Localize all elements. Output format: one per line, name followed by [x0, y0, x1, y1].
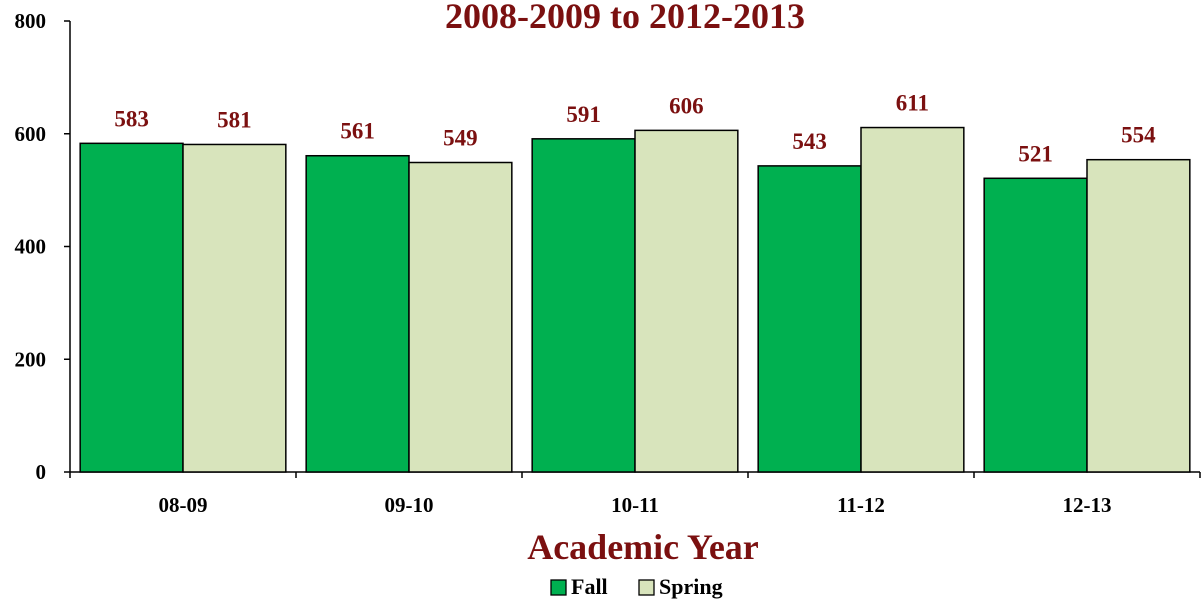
y-tick-label: 400 [15, 235, 47, 259]
legend-swatch-spring [638, 579, 655, 596]
chart-title: 2008-2009 to 2012-2013 [445, 0, 805, 36]
data-label: 581 [217, 107, 252, 132]
legend: Fall Spring [550, 574, 723, 599]
legend-label: Fall [571, 574, 608, 599]
y-tick-label: 800 [15, 9, 47, 33]
x-axis-title: Academic Year [527, 527, 759, 567]
data-label: 554 [1121, 123, 1156, 148]
data-label: 611 [896, 91, 929, 116]
x-tick-label: 12-13 [1063, 493, 1112, 517]
bar-spring-12-13 [1086, 158, 1191, 473]
bar-spring-08-09 [182, 143, 287, 473]
bar-spring-09-10 [408, 161, 513, 473]
x-tick-label: 09-10 [385, 493, 434, 517]
bar-fall-08-09 [79, 142, 184, 473]
bar-fall-10-11 [531, 138, 636, 473]
data-label: 549 [443, 126, 478, 151]
y-axis: 0 200 400 600 800 [15, 9, 71, 484]
data-label: 521 [1018, 141, 1053, 166]
data-labels: 583 581 561 549 591 606 543 611 521 554 [114, 91, 1156, 167]
legend-label: Spring [659, 574, 723, 599]
bar-fall-09-10 [305, 154, 410, 473]
bar-spring-11-12 [860, 126, 965, 473]
x-axis: 08-09 09-10 10-11 11-12 12-13 [69, 471, 1201, 517]
x-tick-label: 11-12 [837, 493, 885, 517]
data-label: 591 [566, 102, 601, 127]
y-tick-label: 600 [15, 122, 47, 146]
x-tick-label: 08-09 [159, 493, 208, 517]
data-label: 561 [340, 119, 375, 144]
x-tick-label: 10-11 [611, 493, 659, 517]
bar-fall-12-13 [983, 177, 1088, 473]
y-tick-label: 0 [36, 460, 47, 484]
data-label: 606 [669, 93, 704, 118]
bars [79, 126, 1191, 473]
bar-spring-10-11 [634, 129, 739, 473]
legend-swatch-fall [550, 579, 567, 596]
bar-fall-11-12 [757, 165, 862, 473]
y-tick-label: 200 [15, 347, 47, 371]
data-label: 543 [792, 129, 827, 154]
data-label: 583 [114, 106, 149, 131]
